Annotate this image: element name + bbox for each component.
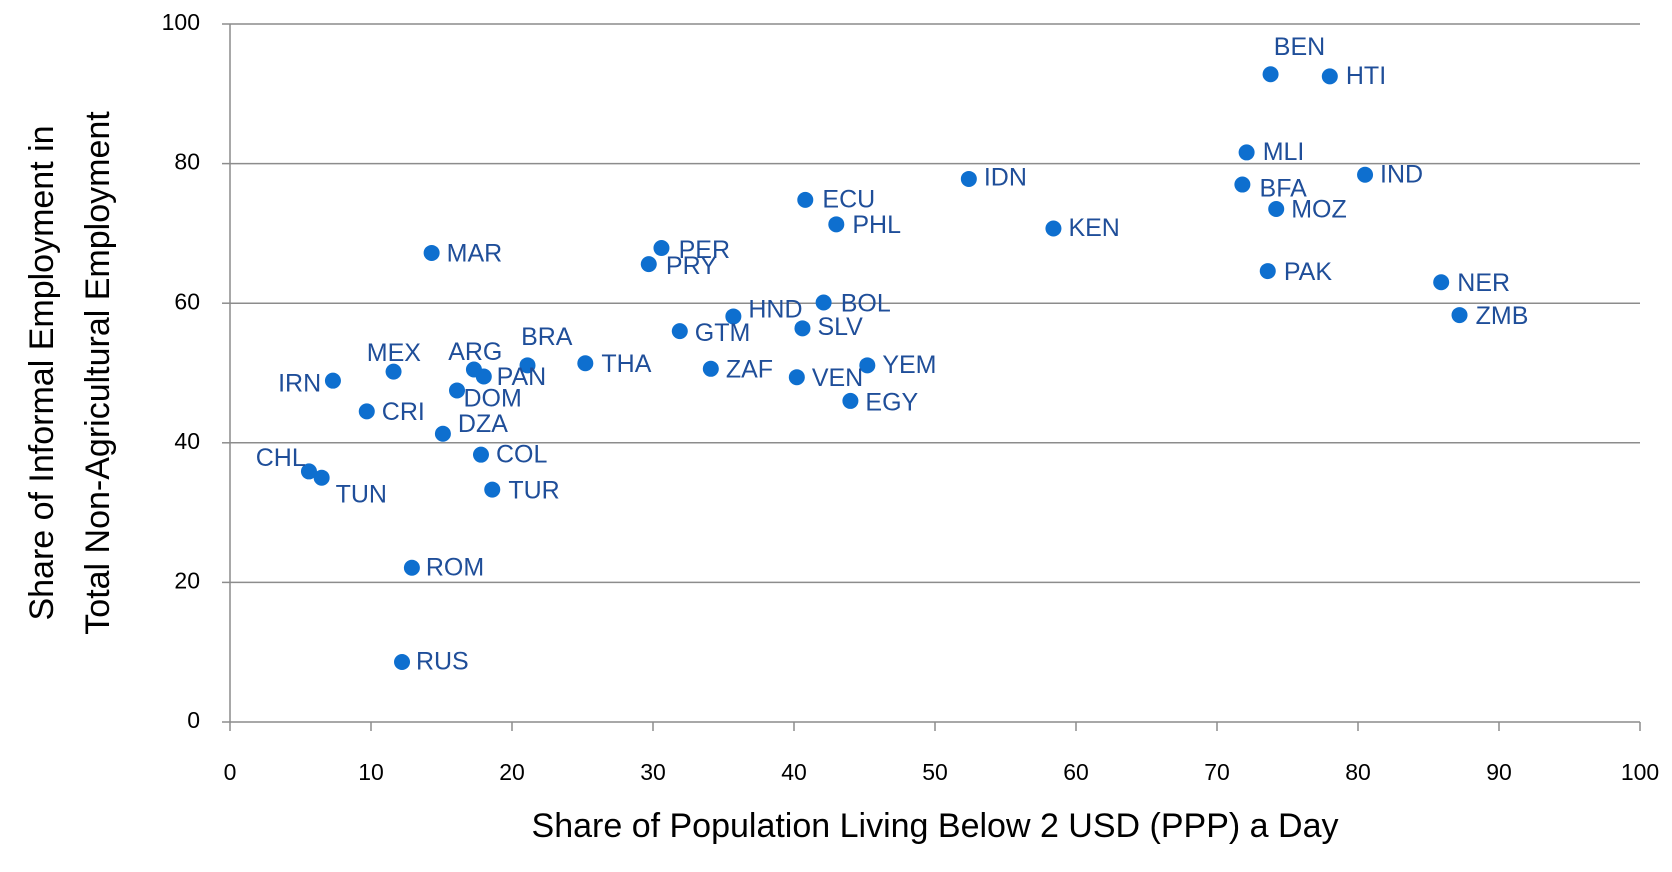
point-label: IRN	[278, 370, 321, 398]
x-tick-label: 20	[499, 759, 525, 785]
point-label: CHL	[256, 444, 306, 472]
point-label: BRA	[521, 323, 573, 351]
point-label: TUN	[336, 481, 387, 509]
point-label: GTM	[695, 319, 751, 347]
data-point	[653, 240, 670, 257]
data-point	[475, 368, 492, 385]
data-point	[1268, 200, 1285, 217]
data-point	[394, 653, 411, 670]
data-point	[324, 372, 341, 389]
point-label: IDN	[984, 164, 1027, 192]
point-label: PAK	[1284, 258, 1332, 286]
point-label: TUR	[508, 476, 559, 504]
point-label: EGY	[865, 389, 918, 417]
data-point	[403, 559, 420, 576]
x-tick-label: 30	[640, 759, 666, 785]
data-point	[577, 355, 594, 372]
point-label: ROM	[426, 553, 484, 581]
point-label: CRI	[382, 398, 425, 426]
x-tick-label: 10	[358, 759, 384, 785]
data-point	[519, 357, 536, 374]
x-tick-label: 100	[1621, 759, 1659, 785]
y-tick-label: 80	[174, 149, 200, 175]
data-point	[725, 308, 742, 325]
data-point	[1045, 220, 1062, 237]
point-label: IND	[1380, 160, 1423, 188]
data-point	[300, 463, 317, 480]
point-label: KEN	[1068, 214, 1119, 242]
point-label: ZAF	[726, 356, 773, 384]
y-tick-label: 20	[174, 567, 200, 593]
data-point	[1357, 166, 1374, 183]
x-tick-label: 50	[922, 759, 948, 785]
data-point	[1433, 274, 1450, 291]
point-label: NER	[1457, 269, 1510, 297]
data-point	[702, 360, 719, 377]
point-label: COL	[496, 440, 548, 468]
point-label: BEN	[1274, 33, 1325, 61]
data-point	[1259, 263, 1276, 280]
data-point	[423, 244, 440, 261]
data-point	[385, 363, 402, 380]
data-point	[472, 446, 489, 463]
x-tick-label: 60	[1063, 759, 1089, 785]
point-label: ARG	[448, 338, 502, 366]
data-point	[434, 425, 451, 442]
data-point	[1262, 66, 1279, 83]
point-label: PHL	[852, 211, 901, 239]
data-point	[794, 320, 811, 337]
data-point	[484, 481, 501, 498]
data-point	[859, 357, 876, 374]
y-tick-label: 40	[174, 428, 200, 454]
point-label: YEM	[882, 351, 936, 379]
point-label: HND	[748, 296, 802, 324]
point-label: THA	[601, 350, 651, 378]
data-point	[1234, 176, 1251, 193]
data-point	[828, 216, 845, 233]
x-tick-label: 40	[781, 759, 807, 785]
point-label: BFA	[1260, 175, 1308, 203]
point-label: MEX	[367, 339, 422, 367]
data-point	[815, 294, 832, 311]
data-point	[1321, 68, 1338, 85]
data-point	[449, 382, 466, 399]
x-tick-label: 80	[1345, 759, 1371, 785]
y-tick-label: 0	[187, 707, 200, 733]
data-point	[1238, 144, 1255, 161]
point-label: VEN	[812, 364, 863, 392]
data-point	[640, 256, 657, 273]
y-axis-title: Share of Informal Employment in	[23, 125, 61, 620]
data-point	[313, 469, 330, 486]
y-tick-label: 60	[174, 288, 200, 314]
x-tick-label: 0	[224, 759, 237, 785]
point-label: DZA	[458, 410, 508, 438]
x-axis-title: Share of Population Living Below 2 USD (…	[532, 807, 1339, 845]
point-label: MLI	[1263, 138, 1305, 166]
data-point	[358, 403, 375, 420]
data-point	[1451, 307, 1468, 324]
y-tick-label: 100	[162, 9, 200, 35]
point-label: PRY	[666, 252, 717, 280]
data-point	[960, 170, 977, 187]
point-label: MAR	[447, 240, 503, 268]
point-label: MOZ	[1291, 196, 1347, 224]
point-label: HTI	[1346, 62, 1386, 90]
point-label: PAN	[497, 363, 547, 391]
y-axis-title: Total Non-Agricultural Employment	[79, 111, 117, 635]
point-label: ZMB	[1476, 302, 1529, 330]
point-label: RUS	[416, 648, 469, 676]
point-label: ECU	[822, 186, 875, 214]
x-tick-label: 70	[1204, 759, 1230, 785]
point-label: DOM	[463, 385, 521, 413]
data-point	[671, 323, 688, 340]
data-point	[788, 369, 805, 386]
point-label: PER	[679, 236, 730, 264]
point-label: BOL	[841, 289, 891, 317]
data-point	[797, 191, 814, 208]
data-point	[842, 392, 859, 409]
x-tick-label: 90	[1486, 759, 1512, 785]
point-label: SLV	[817, 313, 863, 341]
